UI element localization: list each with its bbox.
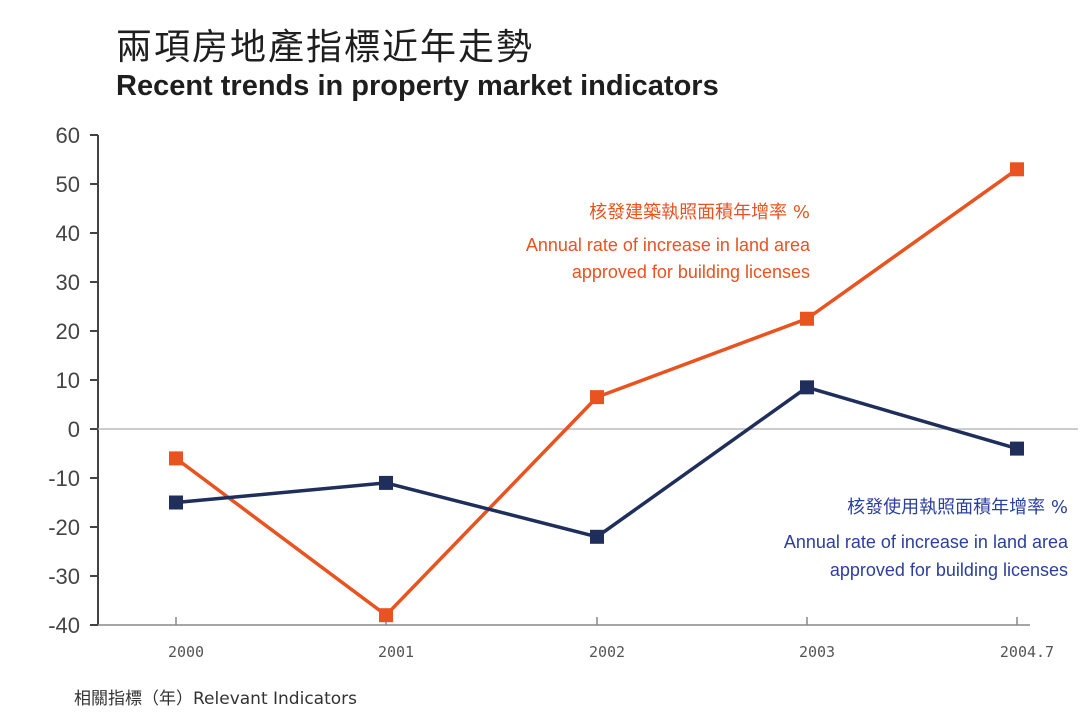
data-point-0-0 bbox=[169, 451, 183, 466]
series-label-use-en-line2: approved for building licenses bbox=[830, 560, 1068, 580]
y-tick-label: -40 bbox=[48, 613, 80, 638]
x-tick-label: 2000 bbox=[168, 643, 204, 661]
data-point-1-4 bbox=[1010, 441, 1024, 456]
series-label-land-zh: 核發建築執照面積年增率 % bbox=[589, 202, 810, 223]
y-tick-label: 30 bbox=[56, 270, 80, 295]
chart-axes: 60 50 40 30 20 10 0 -10 -20 -30 -40 2000 2001 2002 200… bbox=[48, 123, 1078, 661]
y-tick-label: 20 bbox=[56, 319, 80, 344]
y-tick-label: -20 bbox=[48, 515, 80, 540]
data-point-0-1 bbox=[379, 608, 393, 623]
series-label-land-en-line1: Annual rate of increase in land area bbox=[526, 235, 811, 255]
chart-annotations: 核發建築執照面積年增率 % Annual rate of increase in… bbox=[526, 202, 1069, 580]
y-tick-label: 0 bbox=[68, 417, 80, 442]
data-point-1-1 bbox=[379, 475, 393, 490]
x-tick-label: 2003 bbox=[799, 643, 835, 661]
data-point-1-3 bbox=[800, 380, 814, 395]
series-label-use-en-line1: Annual rate of increase in land area bbox=[784, 532, 1069, 552]
chart-series bbox=[169, 162, 1024, 623]
y-tick-label: 60 bbox=[56, 123, 80, 148]
data-point-1-2 bbox=[590, 529, 604, 544]
series-label-use-zh: 核發使用執照面積年增率 % bbox=[847, 497, 1068, 518]
chart-title-zh: 兩項房地產指標近年走勢 bbox=[116, 27, 535, 68]
data-point-0-3 bbox=[800, 311, 814, 326]
series-label-land-en-line2: approved for building licenses bbox=[572, 262, 810, 282]
y-tick-label: 10 bbox=[56, 368, 80, 393]
y-tick-label: -30 bbox=[48, 564, 80, 589]
data-point-0-2 bbox=[590, 390, 604, 405]
y-tick-label: 50 bbox=[56, 172, 80, 197]
y-tick-label: -10 bbox=[48, 466, 80, 491]
x-tick-label: 2004.7 bbox=[1000, 643, 1054, 661]
x-tick-label: 2002 bbox=[589, 643, 625, 661]
chart-title-en: Recent trends in property market indicat… bbox=[116, 70, 719, 102]
data-point-1-0 bbox=[169, 495, 183, 510]
data-point-0-4 bbox=[1010, 162, 1024, 177]
x-tick-label: 2001 bbox=[378, 643, 414, 661]
x-axis-footer-label: 相關指標（年）Relevant Indicators bbox=[74, 689, 357, 709]
y-tick-label: 40 bbox=[56, 221, 80, 246]
